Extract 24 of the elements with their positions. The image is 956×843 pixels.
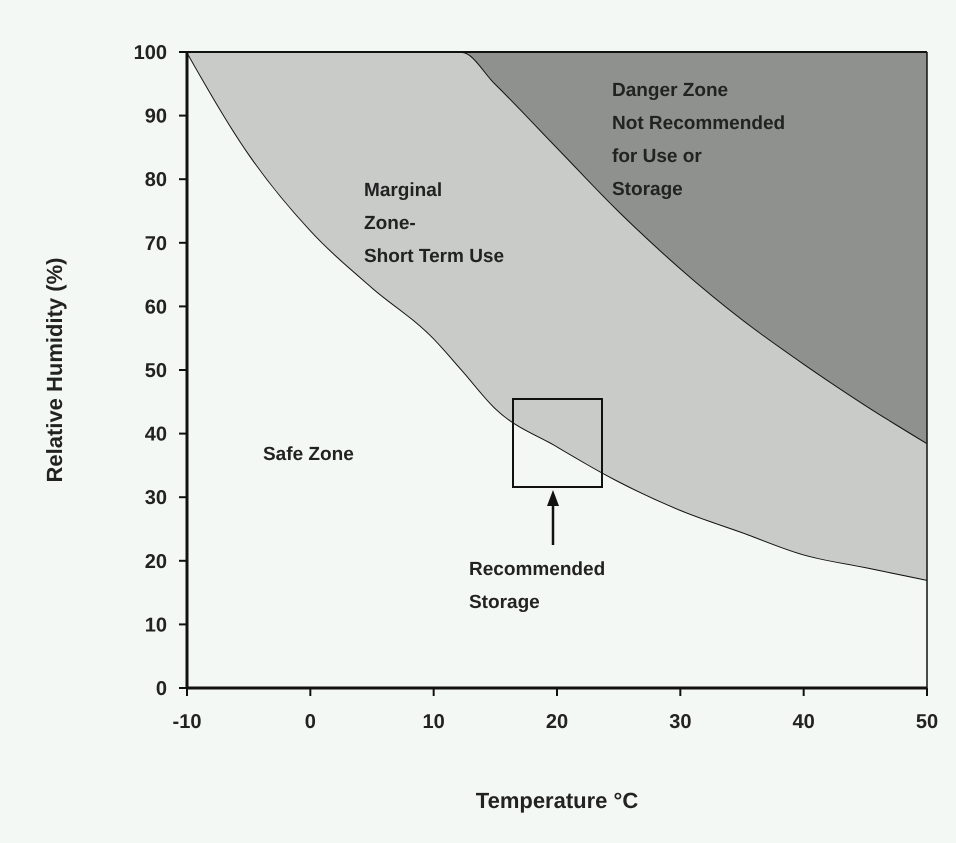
- x-axis-title: Temperature °C: [476, 788, 638, 813]
- x-tick-label: 30: [669, 711, 692, 733]
- x-tick-label: -10: [172, 711, 202, 733]
- y-tick-label: 70: [144, 232, 167, 255]
- x-tick-label: 40: [792, 711, 815, 733]
- y-tick-label: 30: [144, 487, 167, 510]
- y-tick-label: 20: [144, 550, 167, 573]
- y-tick-label: 100: [134, 42, 167, 64]
- x-tick-label: 10: [422, 711, 445, 733]
- annotation: Marginal Zone- Short Term Use: [364, 180, 504, 267]
- y-tick-label: 60: [144, 296, 167, 318]
- y-tick-label: 50: [144, 360, 167, 382]
- y-tick-label: 10: [144, 614, 167, 636]
- y-tick-label: 40: [144, 424, 167, 446]
- annotation: Danger Zone Not Recommended for Use or Storage: [612, 80, 786, 200]
- x-tick-label: 20: [546, 711, 568, 733]
- annotation: Recommended Storage: [469, 559, 606, 613]
- annotation: Safe Zone: [263, 444, 354, 465]
- x-tick-label: 50: [916, 711, 938, 733]
- y-axis-title: Relative Humidity (%): [42, 258, 67, 482]
- y-tick-label: 0: [156, 678, 167, 700]
- x-tick-label: 0: [304, 711, 316, 733]
- y-tick-label: 80: [144, 169, 167, 192]
- y-tick-label: 90: [144, 106, 167, 128]
